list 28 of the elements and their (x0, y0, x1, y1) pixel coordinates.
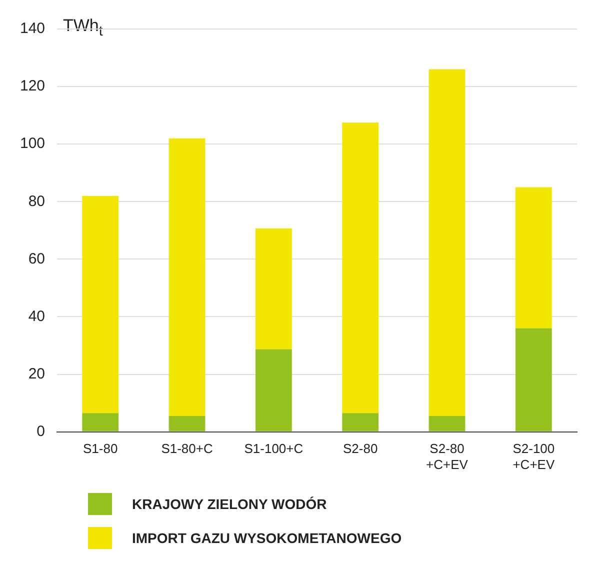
x-tick-label: S2-80 (342, 441, 378, 456)
bar (168, 416, 206, 432)
y-tick-label: 120 (20, 78, 46, 95)
bar (342, 413, 379, 432)
bar (515, 328, 552, 432)
x-tick-label: S1-80 (83, 441, 118, 456)
y-tick-label: 100 (20, 135, 46, 152)
bar (82, 413, 119, 432)
bar (168, 138, 206, 416)
bar (342, 122, 379, 414)
x-tick-label: S1-100+C (244, 441, 304, 456)
bar (428, 416, 466, 432)
bar (515, 187, 552, 328)
legend-label: IMPORT GAZU WYSOKOMETANOWEGO (132, 530, 402, 546)
bar (255, 228, 292, 350)
y-tick-label: 80 (28, 192, 46, 210)
legend-label: KRAJOWY ZIELONY WODÓR (132, 496, 327, 512)
x-tick-label: S2-80 +C+EV (426, 441, 468, 472)
bar (82, 196, 119, 414)
y-tick-label: 40 (28, 308, 46, 325)
y-tick-label: 140 (20, 20, 46, 38)
y-tick-label: 0 (36, 422, 46, 440)
bar (428, 69, 466, 416)
x-tick-label: S1-80+C (161, 441, 213, 456)
bar (255, 349, 292, 432)
y-tick-label: 20 (28, 365, 46, 382)
y-tick-label: 60 (28, 250, 46, 268)
x-tick-label: S2-100 +C+EV (512, 441, 555, 472)
